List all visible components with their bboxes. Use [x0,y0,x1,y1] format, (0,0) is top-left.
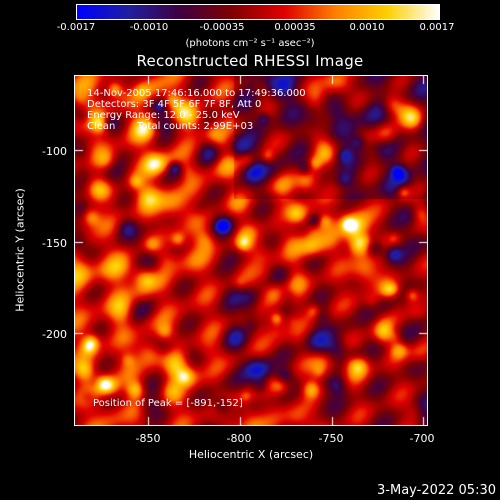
y-tick-label: -200 [42,328,67,341]
image-title: Reconstructed RHESSI Image [136,52,364,70]
colorbar-tick: 0.00035 [274,22,316,33]
x-tick-label: -700 [409,432,435,445]
x-tick-label: -800 [226,432,252,445]
colorbar-unit: (photons cm⁻² s⁻¹ asec⁻²) [185,38,315,49]
colorbar-tick: 0.0017 [419,22,455,33]
info-total-counts: Total counts: 2.99E+03 [137,121,254,132]
date-stamp: 3-May-2022 05:30 [377,483,496,498]
image-plot: 14-Nov-2005 17:46:16.000 to 17:49:36.000… [74,75,428,426]
heatmap-image [75,76,427,425]
info-peak-position: Position of Peak = [-891,-152] [93,398,243,409]
x-tick-label: -750 [318,432,344,445]
info-method: Clean [87,121,116,132]
y-tick-label: -150 [42,237,67,250]
colorbar-tick: -0.0010 [129,22,169,33]
x-tick-label: -850 [135,432,161,445]
colorbar-tick: 0.0010 [349,22,385,33]
y-axis-label: Heliocentric Y (arcsec) [13,188,27,312]
info-time-range: 14-Nov-2005 17:46:16.000 to 17:49:36.000 [87,88,306,99]
colorbar-tick: -0.00035 [199,22,245,33]
colorbar-tick: -0.0017 [56,22,96,33]
colorbar [76,4,440,20]
info-detectors: Detectors: 3F 4F 5F 6F 7F 8F, Att 0 [87,99,262,110]
x-axis-label: Heliocentric X (arcsec) [188,448,314,461]
y-tick-label: -100 [42,145,67,158]
info-energy-range: Energy Range: 12.0 - 25.0 keV [87,110,240,121]
